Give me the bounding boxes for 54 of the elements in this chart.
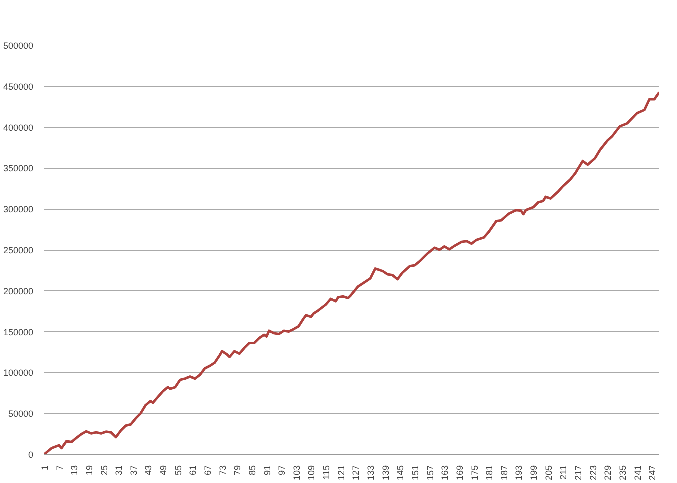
- x-tick-label: 85: [247, 465, 258, 476]
- y-tick-label: 400000: [3, 122, 34, 133]
- x-tick-label: 97: [277, 465, 288, 476]
- x-tick-label: 67: [203, 465, 214, 476]
- x-tick-label: 235: [618, 465, 628, 481]
- x-tick-label: 91: [262, 465, 272, 476]
- y-tick-label: 350000: [3, 164, 34, 174]
- x-tick-label: 103: [292, 465, 302, 481]
- x-tick-label: 211: [558, 465, 569, 480]
- x-tick-label: 13: [70, 465, 80, 476]
- x-tick-label: 115: [322, 465, 332, 480]
- x-tick-label: 187: [499, 465, 510, 481]
- x-tick-label: 151: [410, 465, 420, 481]
- x-tick-label: 223: [588, 465, 598, 481]
- y-tick-label: 250000: [3, 246, 34, 256]
- x-tick-label: 55: [173, 465, 184, 476]
- y-tick-label: 0: [28, 450, 34, 460]
- x-tick-label: 241: [632, 465, 643, 481]
- x-tick-label: 1: [40, 465, 50, 471]
- y-tick-label: 150000: [3, 327, 34, 338]
- x-tick-label: 217: [573, 465, 584, 481]
- x-tick-label: 205: [544, 465, 554, 481]
- x-tick-label: 79: [232, 465, 243, 476]
- x-tick-label: 127: [351, 465, 362, 481]
- x-tick-label: 199: [529, 465, 540, 481]
- x-tick-label: 175: [470, 465, 480, 481]
- x-tick-label: 61: [188, 465, 198, 476]
- x-tick-label: 169: [454, 465, 465, 481]
- x-tick-label: 121: [336, 465, 346, 481]
- x-tick-label: 133: [366, 465, 376, 481]
- x-tick-label: 73: [218, 465, 228, 476]
- y-tick-label: 450000: [3, 82, 34, 92]
- y-tick-label: 200000: [3, 286, 34, 296]
- x-tick-label: 19: [84, 465, 94, 476]
- x-tick-label: 7: [54, 465, 65, 471]
- x-tick-label: 25: [99, 465, 110, 476]
- x-tick-label: 49: [158, 465, 169, 476]
- x-tick-label: 109: [306, 465, 317, 481]
- x-tick-label: 139: [380, 465, 391, 481]
- y-tick-label: 50000: [8, 409, 34, 420]
- x-tick-label: 157: [425, 465, 436, 481]
- x-tick-label: 31: [114, 465, 124, 476]
- x-tick-label: 145: [396, 465, 406, 481]
- y-tick-label: 500000: [3, 41, 34, 51]
- x-tick-label: 247: [648, 465, 658, 481]
- x-tick-label: 37: [128, 465, 139, 476]
- y-tick-label: 300000: [3, 204, 34, 215]
- y-tick-label: 100000: [3, 368, 34, 378]
- x-tick-label: 229: [603, 465, 614, 481]
- x-tick-label: 163: [440, 465, 450, 481]
- line-series: [44, 91, 660, 454]
- x-tick-label: 181: [484, 465, 495, 481]
- x-tick-label: 43: [144, 465, 154, 476]
- x-tick-label: 193: [514, 465, 524, 481]
